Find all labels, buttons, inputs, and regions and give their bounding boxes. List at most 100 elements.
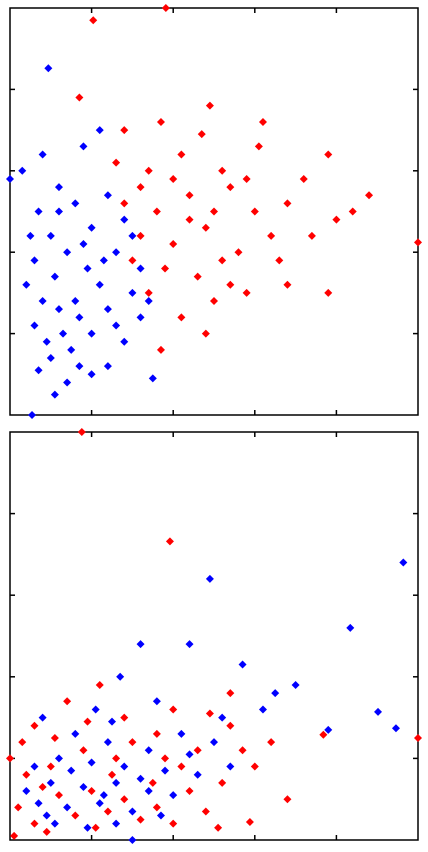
point bbox=[54, 207, 63, 216]
point bbox=[238, 660, 247, 669]
point bbox=[120, 126, 129, 135]
point bbox=[87, 787, 96, 796]
point bbox=[250, 762, 259, 771]
point bbox=[128, 288, 137, 297]
point bbox=[103, 305, 112, 314]
point bbox=[79, 142, 88, 151]
point bbox=[18, 166, 27, 175]
point bbox=[34, 799, 43, 808]
point bbox=[193, 770, 202, 779]
point bbox=[50, 734, 59, 742]
point bbox=[91, 705, 100, 714]
point bbox=[205, 101, 214, 110]
point bbox=[120, 795, 129, 804]
point bbox=[59, 329, 68, 338]
point bbox=[267, 231, 276, 240]
point bbox=[83, 264, 92, 273]
point bbox=[205, 709, 214, 718]
point bbox=[42, 811, 51, 820]
point bbox=[193, 272, 202, 281]
point bbox=[87, 223, 96, 232]
point bbox=[128, 807, 137, 816]
point bbox=[348, 207, 357, 216]
point bbox=[185, 640, 194, 649]
point bbox=[161, 4, 170, 12]
point bbox=[136, 231, 145, 240]
point bbox=[218, 778, 227, 787]
point bbox=[275, 256, 284, 265]
point bbox=[177, 729, 186, 738]
point bbox=[63, 803, 72, 812]
point bbox=[414, 238, 422, 247]
point bbox=[79, 240, 88, 249]
point bbox=[128, 231, 137, 240]
plot-frame bbox=[9, 431, 419, 841]
point bbox=[152, 803, 161, 812]
point bbox=[299, 174, 308, 183]
point bbox=[242, 288, 251, 297]
point bbox=[95, 680, 104, 689]
point bbox=[374, 707, 383, 716]
point bbox=[283, 199, 292, 208]
point bbox=[226, 762, 235, 771]
point bbox=[156, 117, 165, 126]
point bbox=[67, 345, 76, 354]
point bbox=[399, 558, 408, 567]
point bbox=[152, 697, 161, 706]
point bbox=[28, 411, 37, 419]
point bbox=[6, 754, 14, 763]
point bbox=[112, 158, 121, 167]
point bbox=[112, 321, 121, 330]
point bbox=[144, 288, 153, 297]
point bbox=[46, 778, 55, 787]
point bbox=[391, 724, 400, 733]
point bbox=[30, 721, 39, 730]
point bbox=[169, 174, 178, 183]
point bbox=[177, 150, 186, 159]
point bbox=[210, 207, 218, 216]
point bbox=[136, 183, 145, 192]
point bbox=[165, 537, 174, 546]
point bbox=[324, 288, 333, 297]
point bbox=[258, 705, 267, 714]
point bbox=[152, 207, 161, 216]
point bbox=[95, 799, 104, 808]
point bbox=[258, 117, 267, 126]
point bbox=[63, 248, 72, 257]
point bbox=[71, 811, 80, 820]
point bbox=[144, 297, 153, 306]
point bbox=[161, 766, 170, 775]
point bbox=[87, 329, 96, 338]
point bbox=[267, 738, 276, 747]
point bbox=[201, 223, 210, 232]
point bbox=[83, 717, 92, 726]
point bbox=[210, 297, 218, 306]
point bbox=[54, 791, 63, 800]
point bbox=[120, 713, 129, 722]
point bbox=[332, 215, 341, 224]
point bbox=[38, 297, 47, 306]
point bbox=[89, 16, 98, 25]
point bbox=[71, 297, 80, 306]
point bbox=[136, 640, 145, 649]
point bbox=[136, 264, 145, 273]
point bbox=[283, 280, 292, 289]
point bbox=[22, 787, 31, 796]
point bbox=[226, 721, 235, 730]
point bbox=[38, 713, 47, 722]
point bbox=[22, 280, 31, 289]
point bbox=[50, 390, 59, 399]
point bbox=[50, 819, 59, 828]
point bbox=[365, 191, 374, 200]
point bbox=[148, 778, 157, 787]
point bbox=[79, 746, 88, 755]
point bbox=[226, 280, 235, 289]
point bbox=[116, 672, 125, 681]
point bbox=[112, 819, 121, 828]
point bbox=[193, 746, 202, 755]
point bbox=[120, 215, 129, 224]
point bbox=[75, 362, 84, 371]
point bbox=[234, 248, 243, 257]
point bbox=[161, 264, 170, 273]
